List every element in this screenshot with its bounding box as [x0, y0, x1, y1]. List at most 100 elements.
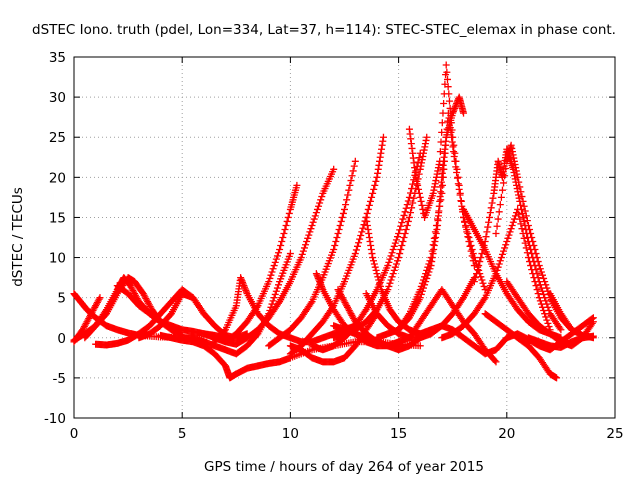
- data-point: [501, 244, 509, 252]
- data-point: [335, 225, 343, 233]
- data-point: [374, 273, 382, 281]
- data-point: [496, 201, 504, 209]
- data-point: [478, 250, 486, 258]
- data-point: [438, 189, 446, 197]
- data-point: [399, 238, 407, 246]
- data-point: [392, 236, 400, 244]
- data-point: [298, 250, 306, 258]
- data-point: [506, 228, 514, 236]
- data-point: [523, 249, 531, 257]
- data-point: [438, 119, 446, 127]
- data-point: [352, 246, 360, 254]
- data-point: [417, 197, 425, 205]
- data-point: [471, 274, 479, 282]
- data-point: [454, 173, 462, 181]
- data-point: [533, 270, 541, 278]
- series-31: [460, 205, 565, 342]
- data-point: [283, 217, 291, 225]
- x-tick-label: 10: [282, 426, 299, 442]
- data-point: [418, 201, 426, 209]
- data-point: [418, 287, 426, 295]
- data-point: [389, 270, 397, 278]
- data-point: [523, 217, 531, 225]
- data-point: [390, 242, 398, 250]
- data-point: [501, 172, 509, 180]
- data-point: [462, 221, 470, 229]
- data-point: [268, 300, 276, 308]
- x-tick-label: 20: [498, 426, 515, 442]
- data-point: [342, 201, 350, 209]
- series-37: [546, 290, 597, 342]
- data-point: [413, 177, 421, 185]
- data-point: [315, 202, 323, 210]
- data-point: [495, 208, 503, 216]
- x-tick-label: 15: [390, 426, 407, 442]
- data-point: [589, 334, 597, 342]
- data-point: [425, 268, 433, 276]
- data-point: [390, 266, 398, 274]
- data-point: [339, 209, 347, 217]
- data-point: [465, 234, 473, 241]
- data-point: [285, 209, 293, 217]
- data-point: [402, 225, 410, 233]
- data-point: [404, 217, 412, 225]
- data-point: [532, 282, 540, 290]
- data-point: [394, 257, 402, 265]
- data-point: [527, 229, 535, 237]
- data-point: [463, 225, 471, 233]
- data-point: [515, 178, 523, 186]
- data-point: [492, 358, 500, 366]
- data-point: [438, 128, 446, 136]
- data-point: [266, 274, 274, 282]
- data-point: [466, 238, 474, 246]
- data-point: [316, 199, 324, 207]
- data-point: [448, 126, 456, 134]
- data-point: [414, 181, 422, 189]
- data-point: [333, 234, 341, 241]
- data-point: [480, 295, 488, 303]
- y-tick-label: 35: [49, 50, 66, 66]
- data-point: [436, 157, 444, 165]
- y-tick-label: 20: [49, 170, 66, 186]
- data-point: [347, 177, 355, 185]
- data-point: [483, 228, 491, 236]
- data-point: [518, 225, 526, 233]
- data-point: [443, 68, 451, 76]
- data-point: [409, 199, 417, 207]
- data-point: [305, 231, 313, 239]
- data-point: [456, 189, 464, 197]
- data-point: [369, 254, 377, 262]
- data-point: [447, 119, 455, 127]
- data-point: [534, 290, 542, 298]
- x-tick-label: 25: [606, 426, 623, 442]
- data-point: [436, 148, 444, 156]
- data-point: [299, 247, 307, 255]
- data-point: [543, 284, 551, 292]
- data-point: [544, 303, 552, 311]
- data-point: [338, 213, 346, 221]
- axis-ticks: 0 5 10 15 20 25 -10 -5 0 5 10 15 20 25 30 35: [44, 50, 624, 442]
- data-point: [268, 268, 276, 276]
- data-point: [474, 266, 482, 274]
- data-point: [421, 281, 429, 289]
- series-11: [200, 181, 301, 346]
- y-tick-label: 0: [57, 331, 66, 347]
- data-point: [415, 189, 423, 197]
- x-tick-label: 0: [70, 426, 79, 442]
- data-point: [304, 234, 312, 242]
- data-point: [398, 219, 406, 227]
- data-point: [397, 222, 405, 230]
- data-point: [515, 210, 523, 218]
- data-point: [400, 211, 408, 219]
- data-point: [511, 212, 519, 220]
- data-point: [486, 209, 494, 217]
- data-point: [521, 239, 529, 247]
- data-point: [297, 254, 305, 262]
- data-point: [269, 297, 277, 305]
- data-point: [534, 258, 542, 266]
- data-point: [556, 324, 564, 332]
- series-29: [438, 205, 554, 342]
- data-point: [346, 181, 354, 189]
- data-point: [331, 242, 339, 250]
- data-point: [312, 209, 320, 217]
